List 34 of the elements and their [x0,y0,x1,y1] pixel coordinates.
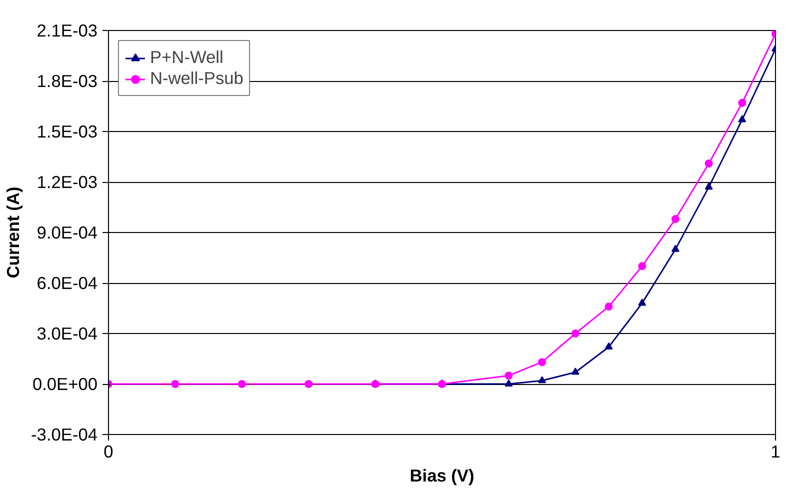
point [638,298,646,306]
x-tick-label: 1 [770,442,780,462]
point [504,372,513,380]
y-tick-label: 9.0E-04 [36,222,98,242]
y-tick-label: 1.2E-03 [36,172,98,192]
point [171,380,180,388]
point [738,115,746,122]
point [671,244,680,252]
y-tick-label: 0.0E+00 [32,374,98,394]
point [538,376,546,384]
point [704,182,713,190]
point [604,342,613,350]
point [604,302,613,311]
y-tick-label: 3.0E-04 [36,324,98,344]
point [738,98,746,107]
legend-label: N-well-Psub [150,68,244,89]
point [504,379,513,387]
x-tick-label: 0 [104,442,114,462]
x-axis-title: Bias (V) [410,466,474,486]
point [304,380,313,388]
point [671,215,680,224]
y-tick-label: 6.0E-04 [36,273,98,293]
y-tick-label: -3.0E-04 [31,424,98,444]
y-tick-label: 2.1E-03 [36,20,98,40]
legend-label: P+N-Well [150,47,224,68]
y-axis-title: Current (A) [3,186,24,278]
point [638,262,646,270]
point [238,380,246,388]
point [538,358,546,366]
point [571,330,580,338]
point [571,368,580,375]
y-tick-label: 1.5E-03 [36,122,98,142]
y-tick-label: 1.8E-03 [36,71,98,91]
point [704,159,713,168]
